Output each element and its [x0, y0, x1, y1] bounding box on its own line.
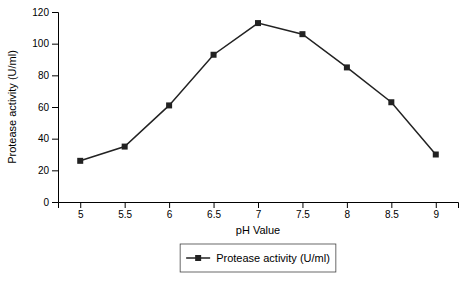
plot: 5 5.5 6 6.5 7 7.5 8 8.5 9 0 20 40 60 80 100 120 pH Value…: [6, 7, 459, 236]
x-tick-mark: [169, 202, 170, 208]
x-tick-mark: [302, 202, 303, 208]
x-tick-label: 6: [167, 209, 173, 220]
y-tick-mark: [52, 107, 58, 108]
y-tick: 20: [38, 165, 58, 176]
y-tick: 80: [38, 70, 58, 81]
marker: [433, 152, 439, 158]
x-tick-label: 7: [256, 209, 262, 220]
y-tick-label: 120: [32, 7, 49, 18]
y-tick-label: 60: [38, 102, 50, 113]
marker: [299, 31, 305, 37]
y-tick: 40: [38, 133, 58, 144]
y-tick-mark: [52, 202, 58, 203]
x-tick-label: 6.5: [207, 209, 221, 220]
y-tick-label: 20: [38, 165, 50, 176]
x-tick-label: 9: [433, 209, 439, 220]
y-tick-mark: [52, 170, 58, 171]
x-tick-mark: [391, 202, 392, 208]
legend-marker: [195, 255, 201, 261]
y-tick-label: 0: [43, 197, 49, 208]
x-tick-mark: [80, 202, 81, 208]
y-tick: 100: [32, 38, 58, 49]
marks: [77, 20, 439, 164]
x-tick-label: 8.5: [385, 209, 399, 220]
marker: [122, 144, 128, 150]
legend-frame: [180, 244, 336, 272]
x-tick: 6: [167, 202, 173, 220]
y-tick-label: 80: [38, 70, 50, 81]
y-tick: 0: [43, 197, 58, 208]
x-tick-label: 8: [345, 209, 351, 220]
line: [80, 23, 436, 161]
x-tick-mark: [125, 202, 126, 208]
marker: [255, 20, 261, 26]
x-tick-mark: [258, 202, 259, 208]
x-tick-mark: [214, 202, 215, 208]
x-tick: 7.5: [296, 202, 310, 220]
x-tick-mark: [347, 202, 348, 208]
x-axis: 5 5.5 6 6.5 7 7.5 8 8.5 9: [59, 202, 459, 220]
legend-item: Protease activity (U/ml): [186, 252, 330, 264]
y-tick-label: 40: [38, 133, 50, 144]
x-tick-label: 7.5: [296, 209, 310, 220]
marker: [166, 102, 172, 108]
legend-label: Protease activity (U/ml): [216, 252, 330, 264]
y-tick-mark: [52, 12, 58, 13]
marker: [344, 64, 350, 70]
y-axis-line: [52, 13, 59, 203]
x-tick: 5.5: [118, 202, 132, 220]
x-tick: 8: [345, 202, 351, 220]
x-tick-mark: [436, 202, 437, 208]
y-tick: 60: [38, 102, 58, 113]
x-tick: 9: [433, 202, 439, 220]
x-axis-title: pH Value: [236, 224, 280, 236]
x-tick: 5: [78, 202, 84, 220]
chart: 5 5.5 6 6.5 7 7.5 8 8.5 9 0 20 40 60 80 100 120 pH Value…: [0, 0, 474, 286]
marker: [77, 158, 83, 164]
y-tick-mark: [52, 75, 58, 76]
legend: Protease activity (U/ml): [180, 244, 336, 272]
x-tick-label: 5.5: [118, 209, 132, 220]
x-tick: 8.5: [385, 202, 399, 220]
marker: [211, 52, 217, 58]
x-tick: 7: [256, 202, 262, 220]
y-tick-label: 100: [32, 38, 49, 49]
marker: [388, 99, 394, 105]
x-tick-label: 5: [78, 209, 84, 220]
y-tick-mark: [52, 139, 58, 140]
x-axis-line: [59, 203, 459, 209]
x-tick: 6.5: [207, 202, 221, 220]
y-tick: 120: [32, 7, 58, 18]
y-axis-title: Protease activity (U/ml): [6, 50, 18, 164]
y-tick-mark: [52, 44, 58, 45]
y-axis: 0 20 40 60 80 100 120: [32, 7, 58, 208]
